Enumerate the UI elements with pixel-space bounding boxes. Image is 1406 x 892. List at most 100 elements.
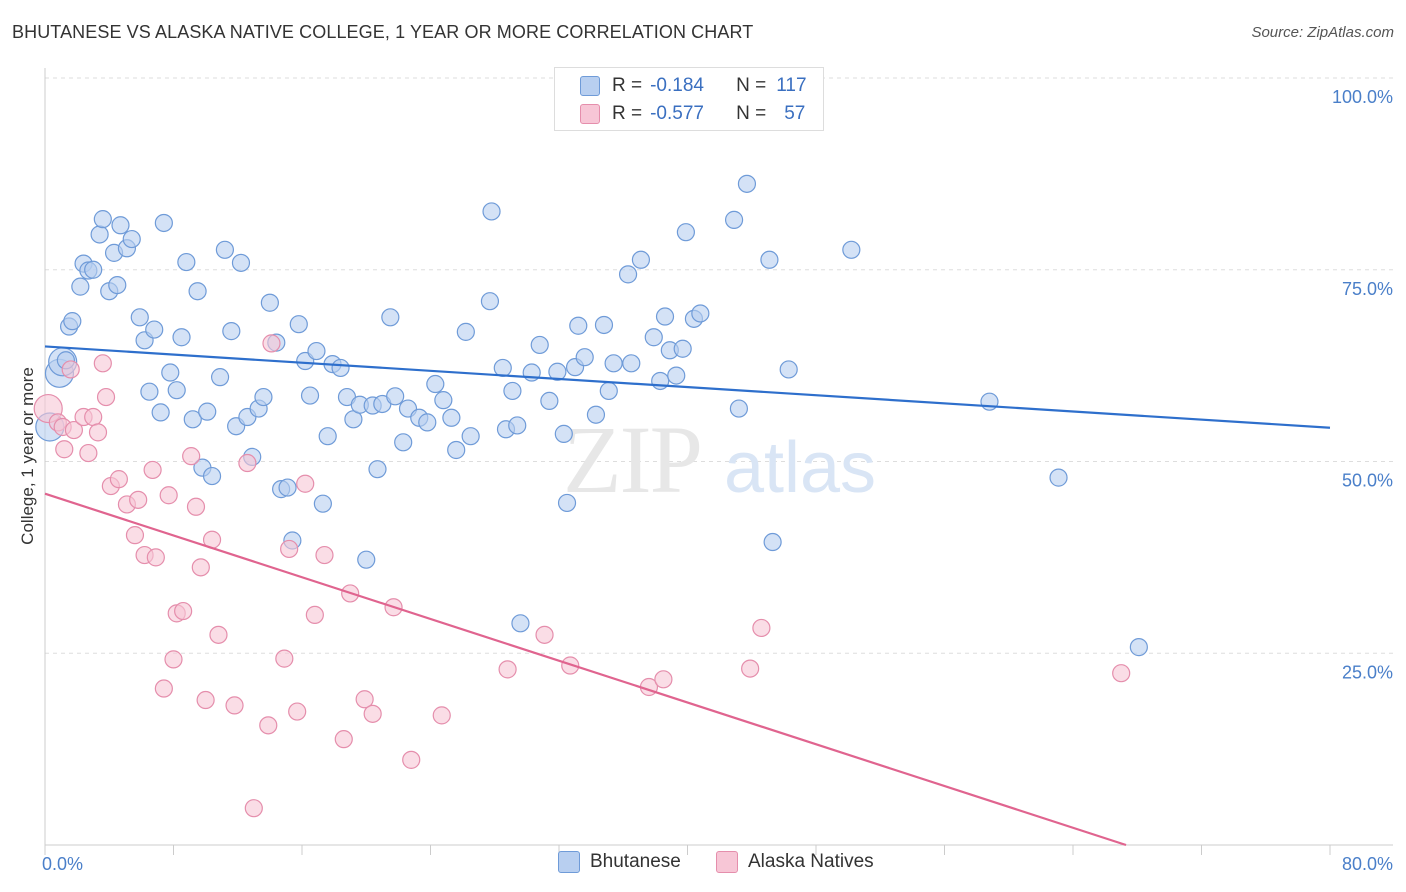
data-point: [225, 696, 244, 715]
data-point: [191, 558, 210, 577]
data-point: [599, 381, 618, 401]
trendline-bhutanese: [44, 345, 1331, 429]
data-point: [167, 381, 186, 400]
data-point: [381, 308, 400, 327]
bottom-legend-alaska-natives: Alaska Natives: [716, 851, 874, 873]
bottom-legend-swatch-blue: [558, 851, 580, 873]
data-point: [238, 453, 257, 473]
data-point: [511, 614, 530, 633]
data-point: [434, 391, 453, 410]
data-point: [442, 408, 461, 427]
data-point: [90, 225, 109, 244]
legend-n-value: 57: [784, 103, 806, 124]
legend-n-label: N =: [736, 75, 767, 96]
data-point: [182, 447, 201, 466]
data-point: [159, 486, 178, 505]
gridlines: [45, 77, 1393, 654]
data-point: [368, 460, 387, 479]
data-point: [222, 322, 241, 341]
data-point: [93, 210, 112, 229]
data-point: [146, 548, 165, 567]
data-point: [447, 440, 466, 460]
data-point: [231, 253, 251, 272]
watermark-atlas: atlas: [724, 428, 876, 508]
data-point: [177, 252, 196, 272]
data-point: [554, 424, 573, 443]
legend-n-label: N =: [736, 103, 767, 124]
data-point: [145, 320, 164, 339]
data-point: [307, 341, 326, 361]
data-point: [318, 427, 337, 446]
legend-r-label: R =: [612, 75, 643, 96]
data-point: [402, 750, 421, 769]
legend-r-value: -0.577: [650, 103, 704, 124]
data-point: [386, 387, 405, 406]
bottom-legend-label: Alaska Natives: [748, 851, 874, 872]
data-point: [594, 315, 614, 335]
source-label: Source: ZipAtlas.com: [1251, 24, 1394, 41]
data-point: [676, 223, 695, 242]
x-tick-label: 0.0%: [42, 854, 83, 874]
data-point: [278, 478, 297, 497]
data-point: [186, 497, 206, 516]
watermark-zip: ZIP: [563, 406, 701, 513]
bottom-legend-label: Bhutanese: [590, 851, 681, 872]
data-point: [503, 381, 522, 401]
data-point: [109, 470, 128, 489]
data-point: [151, 403, 170, 422]
data-point: [763, 532, 782, 552]
data-point: [842, 240, 861, 259]
data-point: [456, 322, 475, 341]
data-point: [779, 360, 798, 379]
data-point: [535, 625, 554, 644]
data-point: [55, 440, 74, 459]
data-point: [498, 660, 517, 679]
data-point: [654, 670, 673, 689]
data-point: [1049, 468, 1068, 487]
data-point: [188, 282, 207, 301]
data-point: [198, 402, 217, 421]
data-point: [482, 202, 501, 221]
series-alaska-natives-points: [33, 334, 1131, 818]
data-point: [363, 704, 382, 723]
data-point: [737, 174, 757, 193]
data-point: [154, 213, 173, 233]
data-point: [210, 368, 230, 387]
y-tick-label: 25.0%: [1342, 662, 1393, 682]
data-point: [172, 328, 191, 347]
series-bhutanese-points: [35, 174, 1148, 657]
data-point: [355, 690, 374, 709]
data-point: [618, 265, 638, 284]
data-point: [64, 420, 84, 440]
data-point: [557, 493, 577, 513]
data-point: [174, 601, 193, 621]
legend-swatch-blue: [580, 76, 600, 96]
legend-row-bhutanese: R = -0.184 N = 117: [555, 72, 807, 100]
data-point: [432, 706, 451, 725]
data-point: [154, 679, 173, 698]
data-point: [508, 416, 527, 435]
data-point: [305, 605, 324, 625]
axes: [44, 68, 1393, 855]
data-point: [540, 391, 559, 411]
data-point: [530, 335, 549, 355]
data-point: [667, 366, 686, 385]
data-point: [548, 362, 567, 381]
data-point: [461, 427, 480, 446]
data-point: [262, 334, 281, 353]
data-point: [569, 316, 588, 335]
data-point: [280, 539, 299, 559]
legend-row-alaska-natives: R = -0.577 N = 57: [555, 100, 805, 128]
data-point: [1129, 638, 1148, 657]
data-point: [289, 315, 308, 334]
data-point: [275, 649, 294, 668]
data-point: [254, 387, 273, 407]
trendlines: [44, 345, 1331, 847]
data-point: [183, 410, 202, 429]
data-point: [394, 433, 413, 452]
legend-r-value: -0.184: [650, 75, 704, 96]
data-point: [655, 307, 675, 326]
data-point: [164, 650, 183, 669]
data-point: [426, 374, 445, 394]
trendline-alaska-natives: [44, 492, 1127, 847]
